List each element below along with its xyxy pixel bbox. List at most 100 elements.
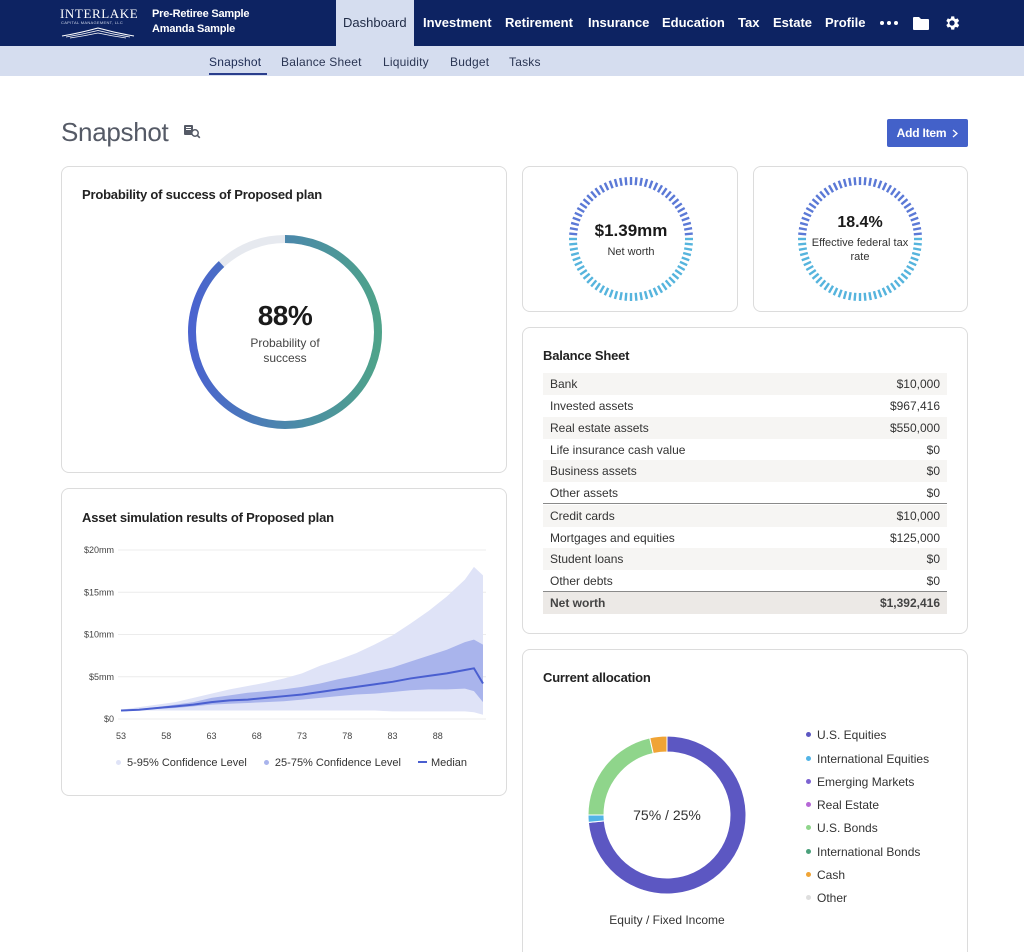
page-title: Snapshot: [61, 117, 169, 147]
nav-investment[interactable]: Investment: [423, 15, 492, 30]
tax-rate-ring-tick: [799, 251, 809, 257]
tax-rate-ring-tick: [823, 187, 831, 196]
client-name[interactable]: Pre-Retiree Sample Amanda Sample: [152, 7, 249, 37]
net-worth-ring-tick: [594, 282, 602, 291]
allocation-caption: Equity / Fixed Income: [609, 913, 725, 927]
brand-logo[interactable]: INTERLAKE CAPITAL MANAGEMENT, LLC: [60, 6, 138, 40]
row-value: $967,416: [889, 399, 940, 413]
net-worth-ring-tick: [643, 290, 649, 300]
y-tick-label: $0: [104, 714, 114, 724]
brand-subtitle: CAPITAL MANAGEMENT, LLC: [61, 20, 124, 25]
row-label: Student loans: [550, 552, 624, 566]
ellipsis-icon[interactable]: [879, 0, 899, 46]
tax-rate-ring-tick: [911, 251, 921, 257]
nav-dashboard[interactable]: Dashboard: [336, 0, 414, 46]
net-worth-ring-tick: [586, 194, 594, 202]
tax-rate-ring-tick: [877, 289, 883, 298]
allocation-slice-u-s-equities[interactable]: [587, 735, 747, 895]
tax-rate-card: 18.4% Effective federal tax rate: [753, 166, 968, 312]
net-worth-ring-tick: [598, 285, 606, 294]
net-worth-ring-tick: [574, 211, 583, 218]
tax-rate-ring-tick: [815, 276, 823, 284]
net-worth-ring-tick: [572, 256, 581, 262]
net-worth-ring-tick: [603, 287, 610, 296]
net-worth-ring-tick: [579, 268, 588, 276]
tax-rate-ring-tick: [832, 287, 839, 296]
net-worth-ring-tick: [569, 242, 578, 246]
x-tick-label: 83: [387, 731, 397, 741]
legend-label: Cash: [817, 868, 846, 882]
tax-rate-ring-tick: [913, 232, 922, 236]
net-worth-ring: [569, 177, 693, 301]
nav-retirement[interactable]: Retirement: [505, 15, 573, 30]
legend-us-equities: U.S. Equities: [806, 728, 886, 742]
tax-rate-ring-tick: [877, 180, 883, 189]
net-worth-ring-tick: [590, 279, 598, 288]
tax-rate-ring-tick: [815, 194, 823, 202]
tax-rate-label: Effective federal tax rate: [811, 237, 909, 263]
subnav-tasks[interactable]: Tasks: [509, 55, 541, 69]
subnav-budget[interactable]: Budget: [450, 55, 490, 69]
legend-other: Other: [806, 891, 847, 905]
tax-rate-ring-tick: [803, 211, 812, 218]
table-divider: [543, 591, 947, 592]
allocation-title: Current allocation: [543, 670, 651, 685]
report-search-icon[interactable]: [183, 123, 201, 139]
net-worth-ring-tick: [648, 289, 654, 298]
legend-cash: Cash: [806, 868, 845, 882]
table-row: Mortgages and equities $125,000: [543, 527, 947, 549]
nav-insurance[interactable]: Insurance: [588, 15, 650, 30]
tax-rate-ring-tick: [863, 177, 867, 186]
net-worth-ring-tick: [619, 177, 623, 187]
net-worth-ring-tick: [677, 206, 686, 214]
subnav-snapshot[interactable]: Snapshot: [209, 55, 262, 69]
nav-education[interactable]: Education: [662, 15, 725, 30]
tax-rate-ring-tick: [798, 242, 807, 246]
net-worth-ring-tick: [674, 202, 683, 210]
table-row: Real estate assets $550,000: [543, 417, 947, 439]
nav-tax[interactable]: Tax: [738, 15, 760, 30]
tax-rate-ring-tick: [832, 182, 839, 191]
tax-rate-ring-tick: [819, 279, 827, 288]
allocation-slice-cash[interactable]: [649, 735, 668, 755]
net-worth-ring-tick: [679, 211, 688, 218]
tax-rate-ring-tick: [805, 264, 814, 272]
nav-estate[interactable]: Estate: [773, 15, 813, 30]
x-tick-label: 73: [297, 731, 307, 741]
subnav-liquidity[interactable]: Liquidity: [383, 55, 429, 69]
net-worth-ring-tick: [668, 276, 676, 284]
add-item-button[interactable]: Add Item: [887, 119, 968, 147]
table-row: Other assets $0: [543, 482, 947, 504]
gear-icon[interactable]: [942, 0, 962, 46]
subnav-balance-sheet[interactable]: Balance Sheet: [281, 55, 362, 69]
net-worth-ring-tick: [682, 251, 692, 257]
tax-rate-ring-tick: [881, 287, 888, 296]
tax-rate-ring-tick: [868, 177, 872, 187]
nav-profile[interactable]: Profile: [825, 15, 866, 30]
tax-rate-ring-tick: [819, 190, 827, 199]
allocation-slice-international-equities[interactable]: [587, 814, 605, 823]
x-tick-label: 58: [161, 731, 171, 741]
x-tick-label: 63: [206, 731, 216, 741]
net-worth-ring-tick: [648, 180, 654, 189]
tax-rate-ring-tick: [900, 198, 909, 206]
allocation-slice-u-s-bonds[interactable]: [587, 737, 654, 816]
net-worth-ring-tick: [570, 251, 580, 257]
tax-rate-ring-tick: [908, 260, 917, 267]
legend-label: Emerging Markets: [817, 775, 915, 789]
y-tick-label: $5mm: [89, 672, 114, 682]
folder-icon[interactable]: [911, 0, 931, 46]
net-worth-ring-tick: [679, 260, 688, 267]
net-worth-ring-tick: [634, 292, 638, 301]
table-row: Other debts $0: [543, 570, 947, 592]
tax-rate-ring-tick: [801, 256, 810, 262]
mountain-logo-icon: [61, 27, 135, 39]
table-row: Business assets $0: [543, 460, 947, 482]
net-worth-ring-tick: [608, 180, 614, 189]
tax-rate-ring-tick: [827, 285, 835, 294]
tax-rate-ring-tick: [910, 256, 919, 262]
tax-rate-ring-tick: [885, 184, 893, 193]
tax-rate-ring-tick: [848, 291, 852, 301]
net-worth-ring-tick: [684, 232, 693, 236]
row-label: Other debts: [550, 574, 613, 588]
